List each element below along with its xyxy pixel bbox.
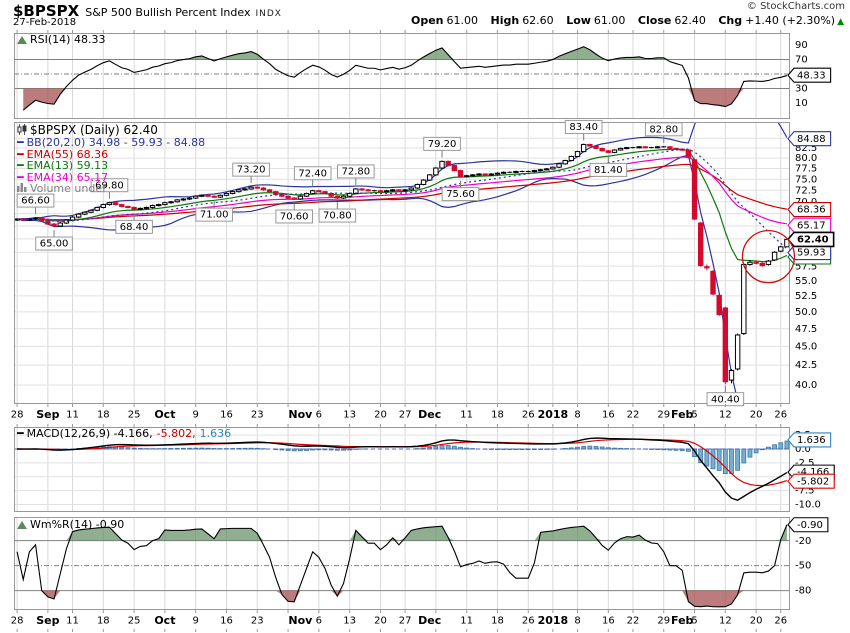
chg-value: +1.40 (+2.30%) xyxy=(745,14,836,27)
macd-legend-hist: 1.636 xyxy=(199,427,232,440)
ema55-swatch-icon: ━ xyxy=(17,147,24,161)
ema13-swatch-icon: ━ xyxy=(17,159,24,172)
main-legend: $BPSPX (Daily) 62.40 ━ BB(20,2.0) 34.98 -… xyxy=(17,122,206,195)
macd-legend-signal: -5.802, xyxy=(156,427,196,440)
copyright: © StockCharts.com xyxy=(746,1,845,12)
exchange: INDX xyxy=(255,9,282,19)
header: $BPSPX S&P 500 Bullish Percent Index INDX xyxy=(13,1,282,20)
high-label: High xyxy=(490,14,520,27)
ema13-legend-label: EMA(13) 59.13 xyxy=(26,159,109,172)
main-legend-title: $BPSPX (Daily) 62.40 xyxy=(30,122,158,137)
open-value: 61.00 xyxy=(446,14,479,27)
low-label: Low xyxy=(566,14,591,27)
open-label: Open xyxy=(410,14,444,27)
close-label: Close xyxy=(637,14,672,27)
symbol-name: S&P 500 Bullish Percent Index xyxy=(85,6,251,19)
bb-legend-label: BB(20,2.0) 34.98 - 59.93 - 84.88 xyxy=(26,136,206,149)
ema34-swatch-icon: ━ xyxy=(17,170,24,184)
up-arrow-icon: ▲ xyxy=(837,17,844,27)
high-value: 62.60 xyxy=(522,14,554,27)
wpr-area-icon xyxy=(17,520,27,529)
rsi-area-icon xyxy=(17,35,27,44)
wpr-legend-label: Wm%R(14) -0.90 xyxy=(30,518,125,531)
low-value: 61.00 xyxy=(593,14,626,27)
symbol: $BPSPX xyxy=(13,2,80,20)
macd-legend: ━ MACD(12,26,9) -4.166, -5.802, 1.636 xyxy=(17,428,231,440)
rsi-legend-label: RSI(14) 48.33 xyxy=(30,33,106,46)
macd-legend-main: MACD(12,26,9) -4.166, xyxy=(26,427,153,440)
rsi-legend: RSI(14) 48.33 xyxy=(17,34,105,46)
wpr-legend: Wm%R(14) -0.90 xyxy=(17,519,124,531)
close-value: 62.40 xyxy=(674,14,706,27)
macd-line-icon: ━ xyxy=(17,427,24,440)
volume-bars-icon xyxy=(17,183,27,195)
chart-date: 27-Feb-2018 xyxy=(13,17,77,28)
ema34-legend-label: EMA(34) 65.17 xyxy=(26,170,109,184)
quote-line: Open 61.00 High 62.60 Low 61.00 Close 62.40 … xyxy=(411,14,844,27)
ema55-legend-label: EMA(55) 68.36 xyxy=(26,147,109,161)
bb-swatch-icon: ━ xyxy=(17,136,24,149)
chg-label: Chg xyxy=(718,14,743,27)
candlestick-icon xyxy=(17,123,27,138)
volume-legend-label: Volume undef xyxy=(30,182,106,195)
